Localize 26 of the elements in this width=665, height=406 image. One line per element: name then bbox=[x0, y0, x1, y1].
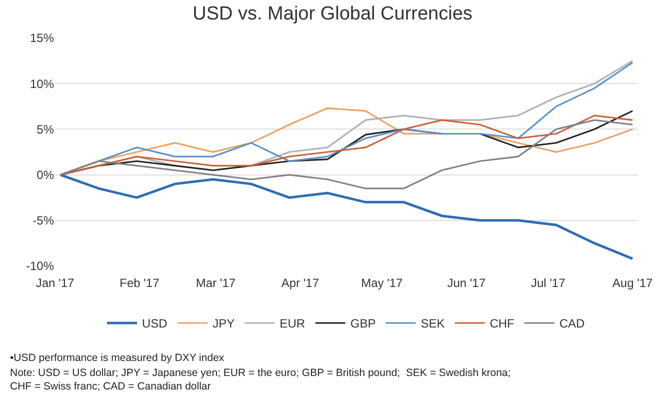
legend-label: USD bbox=[142, 316, 168, 331]
x-tick-label: Jul '17 bbox=[530, 276, 566, 290]
y-tick-label: 15% bbox=[30, 31, 54, 46]
line-series bbox=[60, 119, 634, 190]
text: Note: USD = US dollar; JPY = Japanese yen; EUR = the euro; GBP = British pound; SEK = Swedish krona; CHF = Swiss franc; CAD = Canadian dollar bbox=[10, 367, 511, 393]
y-tick-label: -5% bbox=[32, 214, 54, 228]
legend-label: SEK bbox=[420, 316, 445, 331]
y-tick-label: -10% bbox=[26, 259, 54, 274]
line-series bbox=[59, 174, 634, 260]
legend-label: EUR bbox=[280, 316, 306, 331]
text: •USD performance is measured by DXY index bbox=[10, 352, 225, 364]
y-tick-label: 5% bbox=[36, 122, 54, 136]
x-tick-label: Feb '17 bbox=[120, 276, 160, 290]
x-tick-label: May '17 bbox=[361, 276, 404, 290]
x-tick-label: Mar '17 bbox=[196, 276, 236, 290]
chart-title: USD vs. Major Global Currencies bbox=[192, 3, 472, 24]
y-tick-label: 0% bbox=[36, 168, 54, 182]
y-tick-label: 10% bbox=[30, 76, 54, 91]
legend-label: GBP bbox=[350, 316, 376, 331]
legend-label: JPY bbox=[212, 316, 235, 331]
x-tick-label: Jun '17 bbox=[447, 276, 486, 290]
legend-label: CAD bbox=[559, 316, 586, 331]
legend-label: CHF bbox=[490, 316, 514, 331]
x-tick-label: Jan '17 bbox=[36, 276, 74, 290]
x-tick-label: Aug '17 bbox=[612, 276, 654, 290]
x-tick-label: Apr '17 bbox=[281, 276, 320, 290]
